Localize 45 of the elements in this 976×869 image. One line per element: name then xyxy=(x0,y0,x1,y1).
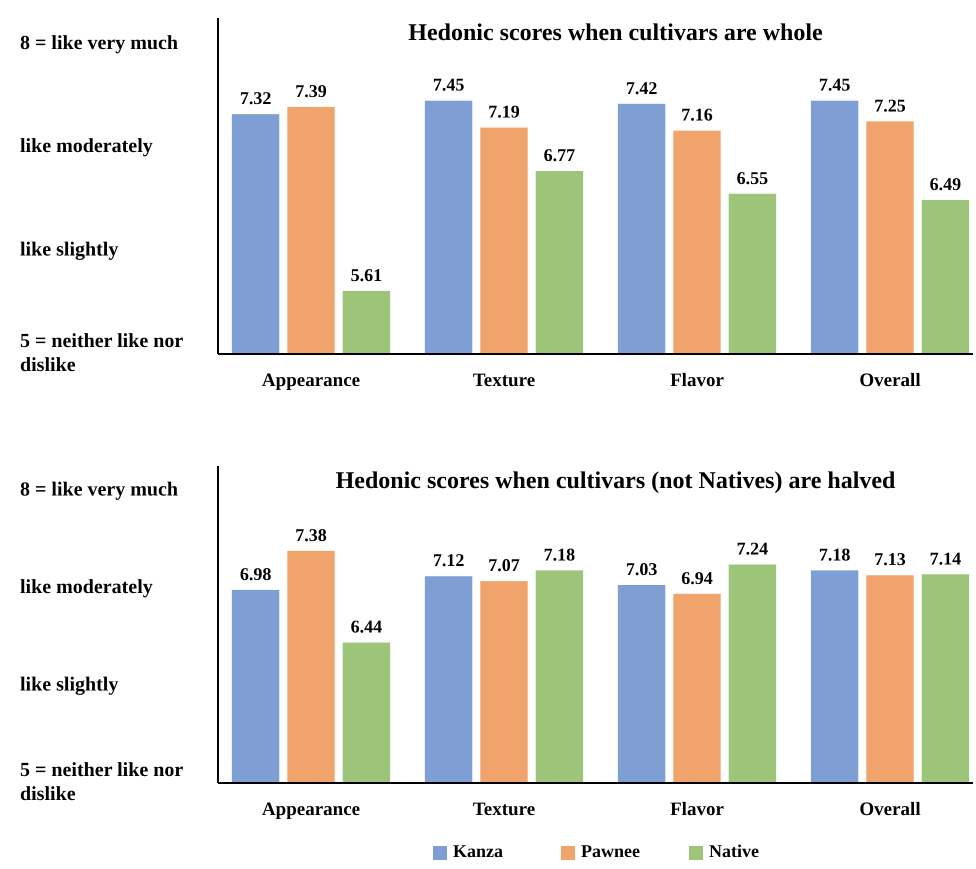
data-label: 5.61 xyxy=(350,264,382,285)
data-label: 6.55 xyxy=(736,168,768,188)
y-tick-label: like slightly xyxy=(20,238,118,260)
data-label: 7.45 xyxy=(818,74,850,95)
x-tick-label: Overall xyxy=(859,799,921,820)
data-label: 6.77 xyxy=(544,145,576,166)
x-tick-label: Overall xyxy=(859,370,921,391)
data-label: 7.14 xyxy=(930,548,962,568)
x-tick-label: Flavor xyxy=(670,799,724,820)
legend-label: Native xyxy=(709,841,759,862)
data-label: 6.98 xyxy=(240,564,272,584)
data-label: 6.49 xyxy=(930,174,962,194)
data-label: 7.07 xyxy=(488,555,520,576)
x-tick-label: Flavor xyxy=(670,370,724,391)
y-tick-label: like slightly xyxy=(20,673,118,696)
x-tick-label: Texture xyxy=(472,799,536,820)
x-tick-label: Appearance xyxy=(262,799,360,820)
x-tick-label: Appearance xyxy=(262,370,360,391)
data-label: 7.25 xyxy=(874,95,906,116)
y-tick-label: like moderately xyxy=(20,576,153,598)
data-label: 7.39 xyxy=(295,80,327,101)
data-label: 7.18 xyxy=(544,544,576,564)
y-tick-label: 5 = neither like nor dislike xyxy=(20,330,184,376)
y-tick-label: 8 = like very much xyxy=(20,31,178,54)
y-tick-label: like moderately xyxy=(20,134,153,157)
data-label: 7.45 xyxy=(432,74,464,95)
data-label: 7.12 xyxy=(432,550,464,570)
data-label: 6.94 xyxy=(681,568,713,588)
data-label: 7.13 xyxy=(874,549,906,570)
y-tick-label: 8 = like very much xyxy=(20,478,178,500)
chart-title: Hedonic scores when cultivars (not Natives) are halved xyxy=(336,468,896,494)
data-label: 7.16 xyxy=(681,104,713,125)
data-label: 7.32 xyxy=(240,88,272,108)
data-label: 7.18 xyxy=(818,544,850,564)
y-tick-label: 5 = neither like nor dislike xyxy=(20,758,184,805)
legend-label: Pawnee xyxy=(581,841,640,862)
data-label: 7.42 xyxy=(626,78,658,98)
chart-title: Hedonic scores when cultivars are whole xyxy=(408,20,824,46)
data-label: 7.19 xyxy=(488,102,520,122)
data-label: 7.24 xyxy=(736,538,768,559)
x-tick-label: Texture xyxy=(472,370,536,391)
data-label: 7.38 xyxy=(295,524,327,545)
data-label: 7.03 xyxy=(626,558,658,579)
legend-label: Kanza xyxy=(453,841,504,862)
data-label: 6.44 xyxy=(350,616,382,637)
